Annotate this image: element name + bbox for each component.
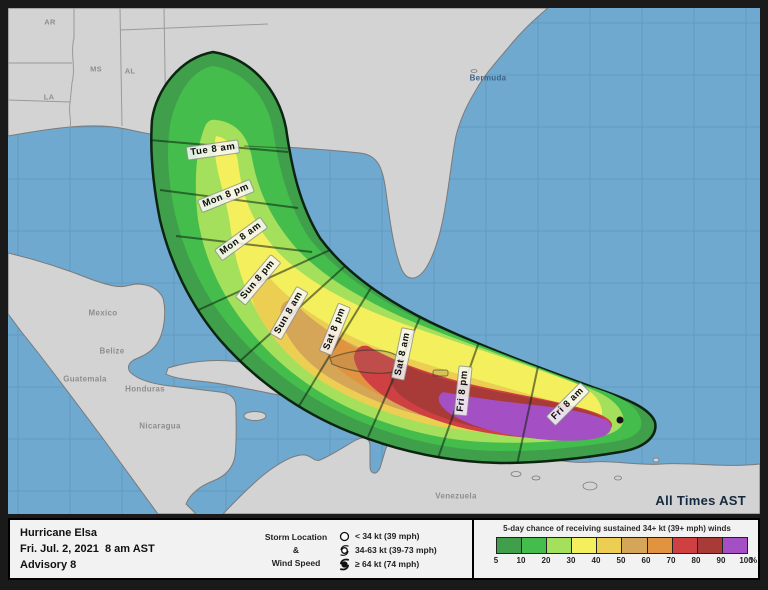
colorbar-tick: 70 bbox=[666, 556, 676, 565]
advisory-datetime: Fri. Jul. 2, 2021 8 am AST bbox=[20, 543, 155, 555]
tropical-storm-icon bbox=[338, 544, 351, 557]
colorbar-cell bbox=[497, 538, 523, 553]
colorbar-tick: 10 bbox=[516, 556, 526, 565]
advisory-number: Advisory 8 bbox=[20, 559, 77, 571]
initial-storm-position-dot bbox=[616, 416, 624, 424]
colorbar-tick: 30 bbox=[566, 556, 576, 565]
hurricane-icon bbox=[338, 558, 351, 571]
storm-symbol-row: 34-63 kt (39-73 mph) bbox=[338, 544, 437, 557]
colorbar-cell bbox=[547, 538, 573, 553]
colorbar-tick: 100 bbox=[739, 556, 753, 565]
storm-symbol-row: < 34 kt (39 mph) bbox=[338, 530, 437, 543]
cone-band-90 bbox=[438, 392, 612, 441]
storm-symbol-label: 34-63 kt (39-73 mph) bbox=[355, 544, 437, 555]
storm-symbol-label: ≥ 64 kt (74 mph) bbox=[355, 558, 420, 569]
puerto-rico-overlay bbox=[432, 369, 449, 377]
storm-symbol-label: < 34 kt (39 mph) bbox=[355, 530, 420, 541]
colorbar-cell bbox=[722, 538, 747, 553]
colorbar-tick: 50 bbox=[616, 556, 626, 565]
colorbar-cell bbox=[647, 538, 673, 553]
colorbar-tick: 5 bbox=[493, 556, 499, 565]
colorbar-cell bbox=[522, 538, 548, 553]
ampersand-caption: & bbox=[292, 545, 300, 555]
lesser-antilles-islands bbox=[510, 457, 660, 491]
bermuda-island bbox=[470, 69, 478, 73]
colorbar-tick: 40 bbox=[591, 556, 601, 565]
storm-symbol-rows: < 34 kt (39 mph) 34-63 kt (39-73 mph) ≥ 64… bbox=[338, 530, 437, 571]
probability-colorbar-ticks: 5 10 20 30 40 50 60 70 80 90 100% bbox=[493, 556, 757, 567]
probability-legend: 5-day chance of receiving sustained 34+ … bbox=[472, 520, 758, 578]
colorbar-cell bbox=[697, 538, 723, 553]
colorbar-cell bbox=[597, 538, 623, 553]
all-times-note: All Times AST bbox=[655, 493, 746, 508]
storm-name: Hurricane Elsa bbox=[20, 527, 98, 539]
map-graphic bbox=[8, 8, 760, 514]
probability-legend-title: 5-day chance of receiving sustained 34+ … bbox=[503, 524, 731, 533]
colorbar-percent-sign: % bbox=[750, 556, 758, 565]
open-circle-icon bbox=[338, 530, 351, 543]
storm-location-caption: Storm Location bbox=[264, 532, 328, 542]
central-america-landmass bbox=[8, 252, 237, 514]
storm-legend-caption: Storm Location & Wind Speed bbox=[260, 532, 332, 568]
colorbar-cell bbox=[672, 538, 698, 553]
storm-title-block: Hurricane Elsa Fri. Jul. 2, 2021 8 am AS… bbox=[10, 520, 260, 578]
legend-bar: Hurricane Elsa Fri. Jul. 2, 2021 8 am AS… bbox=[8, 518, 760, 580]
colorbar-tick: 80 bbox=[691, 556, 701, 565]
map-canvas: AR MS AL LA Bermuda Mexico Belize Guatemala Hond… bbox=[8, 8, 760, 514]
storm-symbol-row: ≥ 64 kt (74 mph) bbox=[338, 558, 437, 571]
storm-location-legend: Storm Location & Wind Speed < 34 kt (39 … bbox=[260, 520, 472, 578]
wind-speed-caption: Wind Speed bbox=[271, 558, 321, 568]
colorbar-tick: 90 bbox=[716, 556, 726, 565]
colorbar-cell bbox=[572, 538, 598, 553]
colorbar-tick: 60 bbox=[641, 556, 651, 565]
probability-colorbar bbox=[496, 537, 748, 554]
jamaica-island bbox=[243, 411, 267, 421]
colorbar-tick: 20 bbox=[541, 556, 551, 565]
colorbar-cell bbox=[622, 538, 648, 553]
